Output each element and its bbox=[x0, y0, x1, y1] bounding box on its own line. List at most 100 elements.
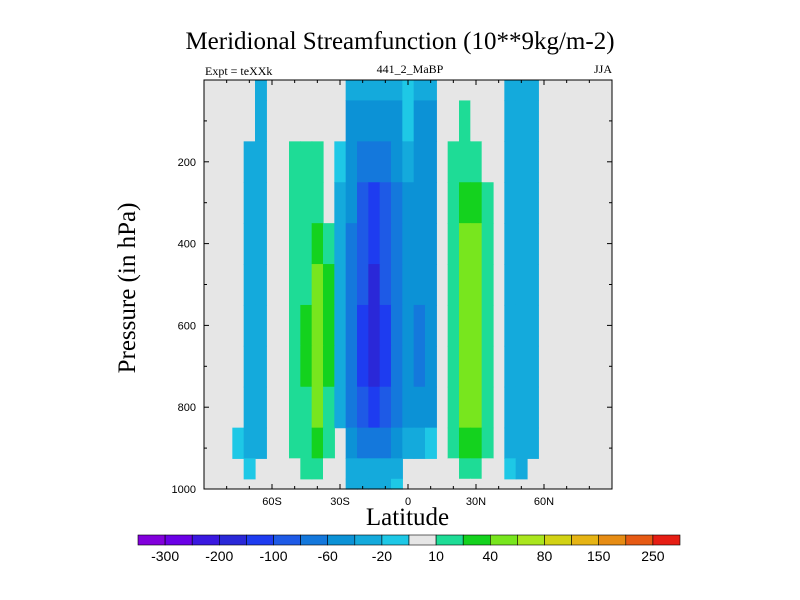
colorbar-label: 150 bbox=[587, 548, 611, 564]
field-cell bbox=[425, 427, 437, 459]
field-cell bbox=[413, 345, 426, 388]
field-cell bbox=[425, 223, 437, 265]
colorbar-swatch bbox=[462, 534, 491, 546]
colorbar-swatch bbox=[435, 534, 464, 546]
field-cell bbox=[300, 386, 313, 429]
field-cell bbox=[504, 304, 517, 347]
field-cell bbox=[391, 427, 403, 459]
field-cell bbox=[459, 100, 471, 142]
field-cell bbox=[515, 264, 528, 306]
field-cell bbox=[357, 304, 369, 347]
field-cell bbox=[413, 100, 426, 142]
field-cell bbox=[345, 458, 358, 480]
field-cell bbox=[368, 141, 381, 183]
field-cell bbox=[425, 141, 437, 183]
field-cell bbox=[527, 80, 539, 102]
field-cell bbox=[527, 223, 539, 265]
field-cell bbox=[243, 223, 256, 265]
field-cell bbox=[470, 304, 483, 347]
field-cell bbox=[481, 304, 494, 347]
field-cell bbox=[481, 427, 494, 459]
field-cell bbox=[515, 386, 528, 429]
x-tick-label: 30S bbox=[330, 496, 350, 508]
field-cell bbox=[515, 223, 528, 265]
field-cell bbox=[504, 100, 517, 142]
field-cell bbox=[289, 264, 301, 306]
field-cell bbox=[368, 223, 381, 265]
colorbar-swatch bbox=[489, 534, 518, 546]
field-cell bbox=[255, 223, 267, 265]
field-cell bbox=[470, 223, 483, 265]
field-cell bbox=[402, 80, 415, 102]
field-cell bbox=[425, 182, 437, 224]
colorbar-label: 250 bbox=[641, 548, 665, 564]
field-cell bbox=[289, 223, 301, 265]
field-cell bbox=[481, 182, 494, 224]
field-cell bbox=[447, 223, 460, 265]
field-cell bbox=[357, 386, 369, 429]
field-cell bbox=[357, 427, 369, 459]
field-cell bbox=[447, 264, 460, 306]
field-cell bbox=[243, 141, 256, 183]
field-cell bbox=[300, 182, 313, 224]
field-cell bbox=[357, 141, 369, 183]
field-cell bbox=[345, 345, 358, 388]
field-cell bbox=[311, 223, 324, 265]
field-cell bbox=[425, 345, 437, 388]
field-cell bbox=[447, 304, 460, 347]
field-cell bbox=[425, 304, 437, 347]
field-cell bbox=[413, 182, 426, 224]
field-cell bbox=[323, 427, 335, 459]
field-cell bbox=[255, 264, 267, 306]
field-cell bbox=[323, 264, 335, 306]
field-cell bbox=[391, 141, 403, 183]
experiment-label: Expt = teXXk bbox=[205, 64, 273, 78]
field-cell bbox=[289, 458, 301, 480]
field-cell bbox=[243, 345, 256, 388]
field-cell bbox=[470, 182, 483, 224]
field-cell bbox=[289, 100, 301, 142]
field-cell bbox=[232, 427, 245, 459]
y-tick-label: 600 bbox=[178, 320, 196, 332]
field-cell bbox=[368, 386, 381, 429]
field-cell bbox=[334, 264, 347, 306]
field-cell bbox=[391, 458, 403, 480]
field-cell bbox=[504, 386, 517, 429]
field-cell bbox=[311, 264, 324, 306]
field-cell bbox=[289, 427, 301, 459]
y-tick-label: 400 bbox=[178, 239, 196, 251]
field-cell bbox=[345, 100, 358, 142]
chart-title: Meridional Streamfunction (10**9kg/m-2) bbox=[185, 28, 615, 55]
field-cell bbox=[515, 458, 528, 480]
field-cell bbox=[470, 386, 483, 429]
field-cell bbox=[391, 345, 403, 388]
field-cell bbox=[447, 141, 460, 183]
colorbar-swatch bbox=[354, 534, 383, 546]
field-cell bbox=[357, 100, 369, 142]
field-cell bbox=[515, 182, 528, 224]
field-cell bbox=[447, 100, 460, 142]
field-cell bbox=[515, 304, 528, 347]
field-cell bbox=[323, 304, 335, 347]
field-cell bbox=[379, 100, 392, 142]
colorbar-swatch bbox=[219, 534, 247, 546]
run-id-label: 441_2_MaBP bbox=[376, 62, 444, 76]
field-cell bbox=[357, 478, 369, 490]
field-cell bbox=[357, 264, 369, 306]
field-cell bbox=[527, 304, 539, 347]
field-cell bbox=[391, 100, 403, 142]
field-cell bbox=[334, 304, 347, 347]
y-tick-label: 1000 bbox=[172, 484, 196, 496]
field-cell bbox=[255, 345, 267, 388]
field-cell bbox=[391, 223, 403, 265]
field-cell bbox=[459, 345, 471, 388]
colorbar-swatch bbox=[191, 534, 220, 546]
field-cell bbox=[504, 223, 517, 265]
field-cell bbox=[481, 458, 494, 480]
field-cell bbox=[459, 141, 471, 183]
field-cell bbox=[255, 386, 267, 429]
field-cell bbox=[345, 80, 358, 102]
field-cell bbox=[470, 80, 483, 102]
field-cell bbox=[413, 386, 426, 429]
